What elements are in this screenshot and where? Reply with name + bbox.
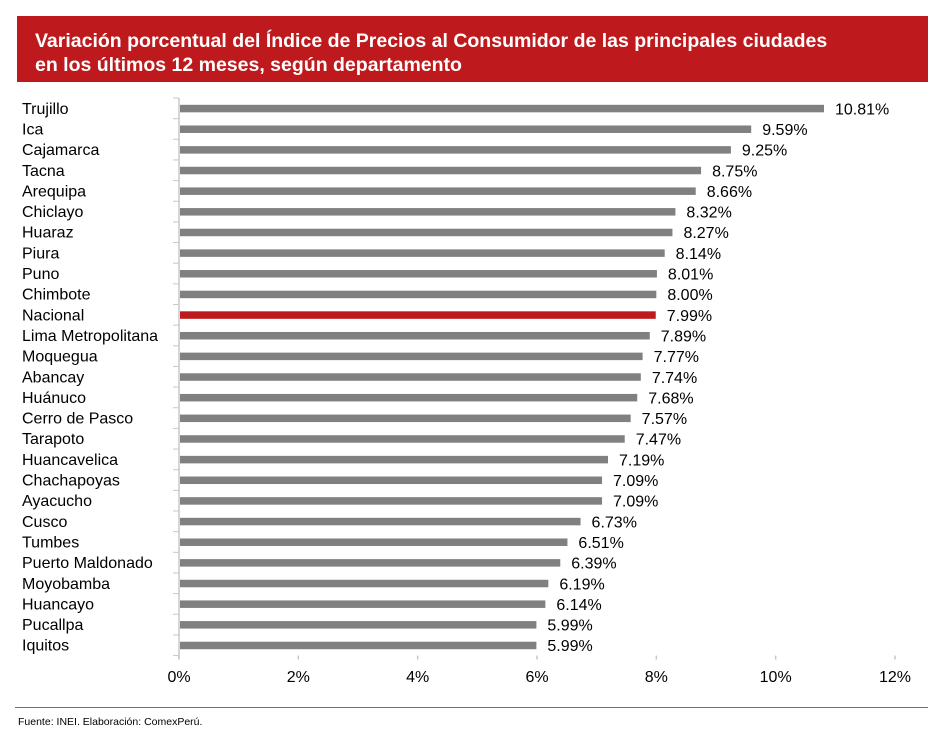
bar	[180, 146, 731, 154]
data-label: 10.81%	[835, 101, 889, 118]
data-label: 9.59%	[762, 122, 807, 139]
data-label: 7.57%	[642, 411, 687, 428]
category-label: Moquegua	[22, 349, 98, 366]
data-label: 7.09%	[613, 494, 658, 511]
bar	[180, 435, 625, 443]
title-line-2: en los últimos 12 meses, según departame…	[35, 54, 462, 76]
x-tick-label: 4%	[406, 669, 429, 686]
bar	[180, 517, 581, 526]
data-label: 7.19%	[619, 452, 664, 469]
bar	[180, 373, 641, 381]
data-label: 8.75%	[712, 163, 757, 180]
data-label: 8.27%	[683, 225, 728, 242]
category-label: Iquitos	[22, 638, 69, 655]
x-tick-label: 2%	[287, 669, 310, 686]
x-tick-label: 0%	[167, 669, 190, 686]
category-label: Huancayo	[22, 596, 94, 613]
category-label: Tarapoto	[22, 431, 84, 448]
x-tick-label: 6%	[525, 669, 548, 686]
bar	[180, 600, 546, 608]
x-tick-label: 8%	[645, 669, 668, 686]
data-label: 6.14%	[556, 597, 601, 614]
title-line-1: Variación porcentual del Índice de Preci…	[35, 30, 828, 52]
category-label: Piura	[22, 245, 59, 262]
bar	[180, 476, 603, 485]
data-label: 7.68%	[648, 390, 693, 407]
data-label: 5.99%	[547, 638, 592, 655]
data-label: 6.73%	[592, 514, 637, 531]
bar	[180, 166, 702, 175]
category-label: Cerro de Pasco	[22, 411, 133, 428]
category-label: Chiclayo	[22, 204, 83, 221]
category-label: Huánuco	[22, 390, 86, 407]
bar	[180, 352, 643, 361]
bar	[180, 331, 650, 340]
data-label: 8.14%	[676, 246, 721, 263]
bar	[180, 579, 549, 588]
category-label: Ica	[22, 121, 43, 138]
category-label: Lima Metropolitana	[22, 328, 158, 345]
category-label: Abancay	[22, 369, 84, 386]
category-label: Huancavelica	[22, 452, 118, 469]
bar	[180, 455, 609, 464]
category-label: Chachapoyas	[22, 473, 120, 490]
category-label: Puerto Maldonado	[22, 555, 153, 572]
category-label: Cusco	[22, 514, 67, 531]
x-tick-label: 10%	[760, 669, 792, 686]
bar	[180, 621, 537, 629]
data-label: 7.77%	[654, 349, 699, 366]
bar	[180, 270, 657, 278]
data-label: 7.99%	[667, 308, 712, 325]
data-label: 7.89%	[661, 328, 706, 345]
bar	[180, 393, 638, 402]
bar	[180, 104, 824, 113]
category-label: Pucallpa	[22, 617, 83, 634]
bar	[180, 641, 537, 650]
bar-highlight	[180, 311, 656, 319]
bar	[180, 538, 568, 546]
bar	[180, 125, 752, 133]
source-note: Fuente: INEI. Elaboración: ComexPerú.	[18, 716, 203, 728]
title-bar	[17, 16, 928, 82]
bar	[180, 208, 676, 216]
bar	[180, 497, 603, 505]
category-label: Ayacucho	[22, 493, 92, 510]
category-label: Huaraz	[22, 225, 74, 242]
data-label: 8.32%	[686, 205, 731, 222]
chart-title: Variación porcentual del Índice de Preci…	[35, 29, 915, 77]
category-label: Tacna	[22, 163, 65, 180]
data-label: 7.47%	[636, 432, 681, 449]
footer-divider	[15, 707, 928, 708]
category-label: Cajamarca	[22, 142, 99, 159]
data-label: 8.01%	[668, 267, 713, 284]
data-label: 8.00%	[667, 287, 712, 304]
category-label: Tumbes	[22, 534, 79, 551]
data-label: 9.25%	[742, 143, 787, 160]
category-label: Moyobamba	[22, 576, 110, 593]
bar	[180, 228, 673, 237]
category-label: Arequipa	[22, 183, 86, 200]
data-label: 6.39%	[571, 556, 616, 573]
category-label: Puno	[22, 266, 59, 283]
bar	[180, 290, 657, 299]
data-label: 5.99%	[547, 618, 592, 635]
data-label: 8.66%	[707, 184, 752, 201]
data-label: 7.09%	[613, 473, 658, 490]
bar	[180, 414, 631, 423]
bar	[180, 187, 696, 195]
bar	[180, 249, 665, 257]
data-label: 7.74%	[652, 370, 697, 387]
data-label: 6.51%	[578, 535, 623, 552]
bar	[180, 559, 561, 567]
category-label: Chimbote	[22, 287, 91, 304]
category-label: Nacional	[22, 307, 84, 324]
x-tick-label: 12%	[879, 669, 911, 686]
category-label: Trujillo	[22, 101, 69, 118]
data-label: 6.19%	[559, 576, 604, 593]
